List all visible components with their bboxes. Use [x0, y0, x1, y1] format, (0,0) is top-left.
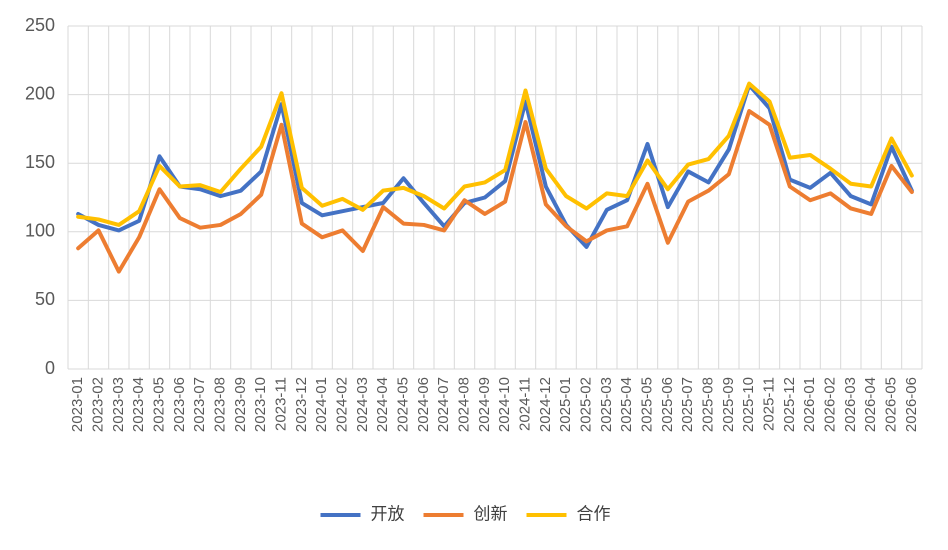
y-tick-label: 200: [25, 83, 55, 103]
legend-label: 合作: [577, 504, 611, 523]
x-tick-label: 2024-07: [435, 377, 452, 432]
y-tick-label: 0: [45, 358, 55, 378]
x-tick-label: 2023-03: [110, 377, 127, 432]
x-tick-label: 2023-08: [211, 377, 228, 432]
x-tick-label: 2026-06: [903, 377, 920, 432]
x-tick-label: 2026-02: [821, 377, 838, 432]
x-tick-label: 2023-02: [89, 377, 106, 432]
x-tick-label: 2025-01: [557, 377, 574, 432]
x-tick-label: 2026-01: [801, 377, 818, 432]
x-tick-label: 2025-07: [679, 377, 696, 432]
y-tick-label: 150: [25, 152, 55, 172]
x-tick-label: 2025-08: [699, 377, 716, 432]
y-tick-label: 50: [35, 289, 55, 309]
x-tick-label: 2025-04: [618, 377, 635, 432]
x-tick-label: 2024-06: [415, 377, 432, 432]
x-tick-label: 2025-10: [740, 377, 757, 432]
x-tick-label: 2024-11: [516, 377, 533, 431]
x-tick-label: 2026-05: [882, 377, 899, 432]
x-tick-label: 2025-12: [781, 377, 798, 432]
x-tick-label: 2024-09: [476, 377, 493, 432]
x-tick-label: 2025-05: [638, 377, 655, 432]
x-tick-label: 2023-01: [69, 377, 86, 432]
legend-label: 开放: [371, 504, 405, 523]
x-tick-label: 2024-01: [313, 377, 330, 432]
x-tick-label: 2024-05: [394, 377, 411, 432]
x-tick-label: 2024-10: [496, 377, 513, 432]
x-tick-label: 2025-06: [659, 377, 676, 432]
series-line: [76, 109, 914, 274]
x-tick-label: 2024-04: [374, 377, 391, 432]
x-tick-label: 2024-08: [455, 377, 472, 432]
x-tick-label: 2026-04: [862, 377, 879, 432]
x-tick-label: 2023-06: [171, 377, 188, 432]
y-tick-label: 250: [25, 15, 55, 35]
x-tick-label: 2025-11: [760, 377, 777, 431]
x-tick-label: 2024-03: [354, 377, 371, 432]
x-tick-label: 2025-03: [598, 377, 615, 432]
x-tick-label: 2023-04: [130, 377, 147, 432]
x-tick-label: 2024-02: [333, 377, 350, 432]
y-tick-label: 100: [25, 221, 55, 241]
x-tick-label: 2023-05: [150, 377, 167, 432]
x-tick-label: 2024-12: [537, 377, 554, 432]
x-tick-label: 2023-12: [293, 377, 310, 432]
x-tick-label: 2023-11: [272, 377, 289, 431]
legend-label: 创新: [474, 504, 508, 523]
x-tick-label: 2025-02: [577, 377, 594, 432]
x-tick-label: 2025-09: [720, 377, 737, 432]
x-tick-label: 2023-09: [232, 377, 249, 432]
x-tick-label: 2023-10: [252, 377, 269, 432]
series-line: [76, 81, 914, 227]
x-tick-label: 2023-07: [191, 377, 208, 432]
series-line: [76, 83, 914, 249]
x-tick-label: 2026-03: [842, 377, 859, 432]
